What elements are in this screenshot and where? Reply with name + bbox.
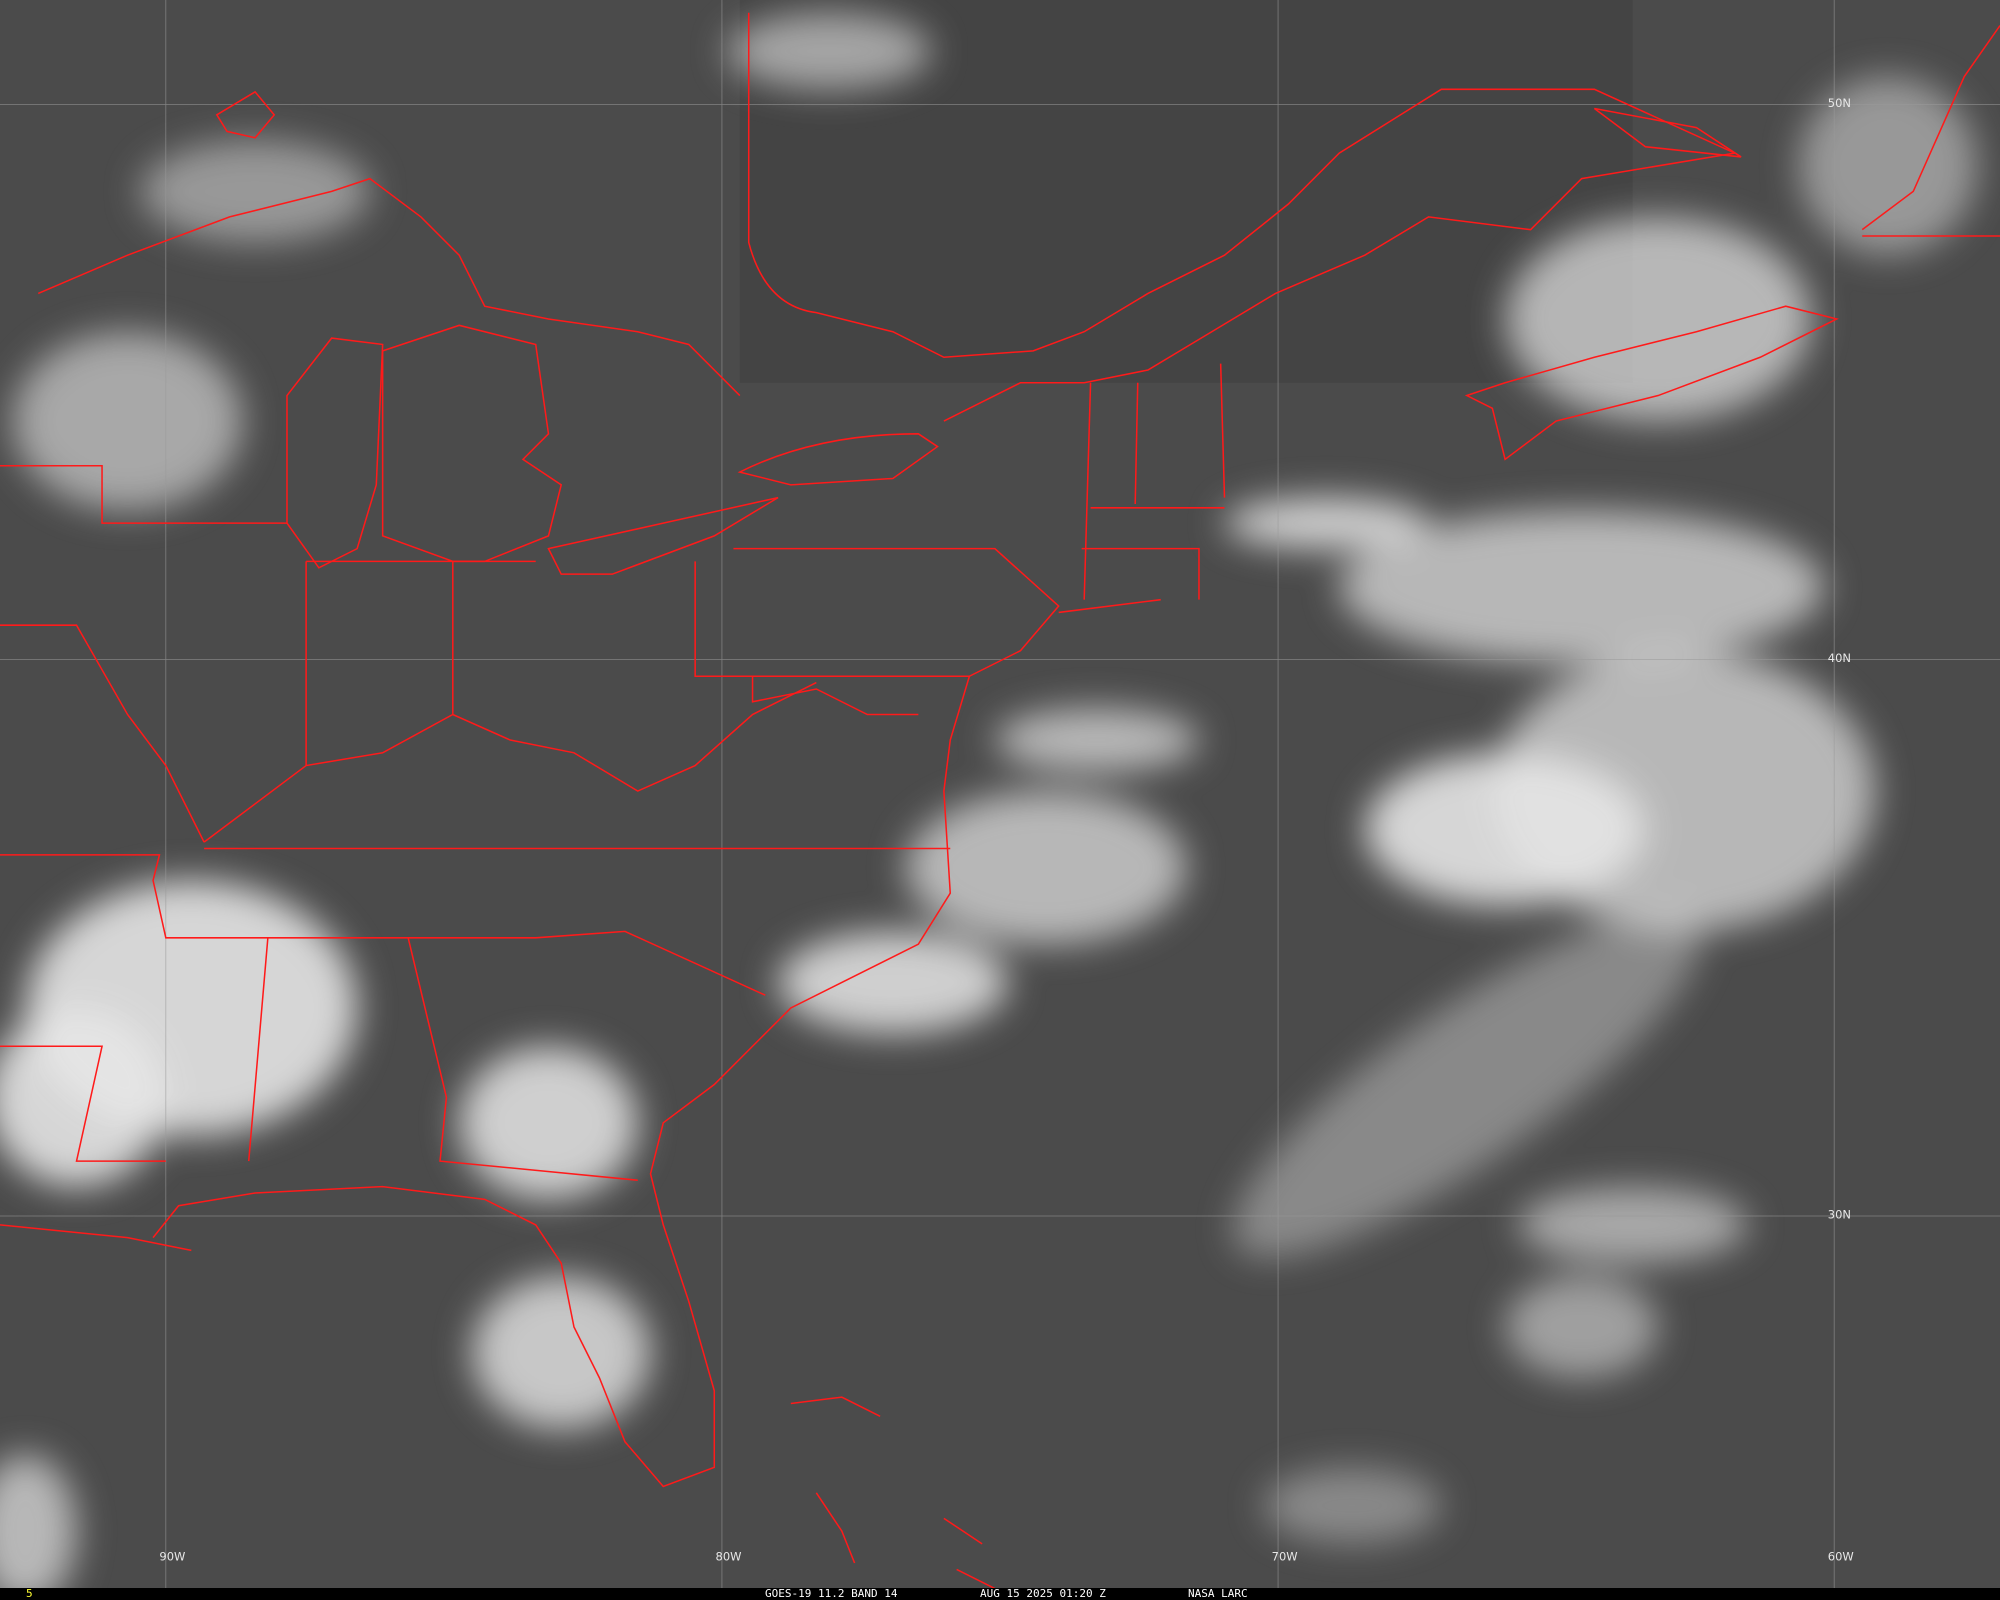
image-datetime: AUG 15 2025 01:20 Z — [980, 1587, 1106, 1600]
image-source: NASA LARC — [1188, 1587, 1248, 1600]
cloud-layer — [0, 12, 1978, 1600]
lon-label-60w: 60W — [1828, 1549, 1854, 1563]
satellite-band: GOES-19 11.2 BAND 14 — [765, 1587, 898, 1600]
lon-label-90w: 90W — [159, 1549, 185, 1563]
grid-labels: 90W 80W 70W 60W 50N 40N 30N — [159, 96, 1853, 1563]
lat-label-30n: 30N — [1828, 1207, 1851, 1221]
political-borders — [0, 12, 2000, 1590]
lat-label-40n: 40N — [1828, 651, 1851, 665]
lon-label-80w: 80W — [716, 1549, 742, 1563]
lat-label-50n: 50N — [1828, 96, 1851, 110]
frame-number: 5 — [26, 1587, 33, 1600]
lon-label-70w: 70W — [1272, 1549, 1298, 1563]
status-bar: 5 GOES-19 11.2 BAND 14 AUG 15 2025 01:20… — [0, 1587, 2000, 1600]
